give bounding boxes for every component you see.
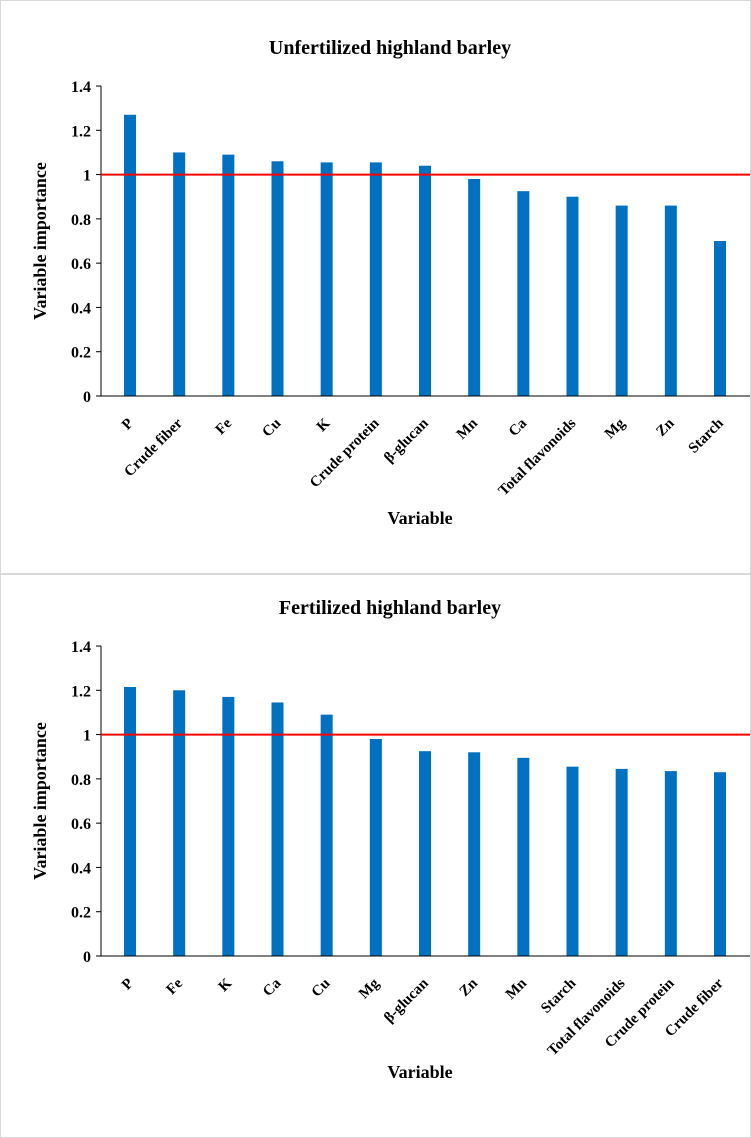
bar [369,739,382,956]
y-tick-label: 1 [83,168,91,185]
bar [664,771,677,956]
x-axis-label: Variable [387,1062,452,1082]
x-tick-label: Starch [538,975,580,1017]
bar [124,686,136,956]
bar [419,165,431,396]
bar [369,162,382,396]
y-tick-label: 1.2 [71,683,91,700]
bar [615,768,628,956]
x-tick-label: Mn [454,415,482,443]
chart-panel-fertilized: Fertilized highland barley Variable impor… [0,574,751,1138]
x-axis-label: Variable [387,508,452,528]
bar [714,241,726,396]
bar [173,152,186,396]
x-tick-label: P [119,976,137,994]
y-tick-label: 0.2 [71,345,91,362]
x-tick-label: P [119,416,137,434]
y-tick-label: 1.4 [71,639,91,656]
y-tick-label: 0.4 [71,300,91,317]
x-tick-label: K [314,415,334,435]
y-tick-label: 0 [83,949,91,966]
bar [517,757,530,956]
bar [271,161,284,396]
x-tick-label: Zn [653,415,678,440]
x-tick-label: Fe [163,975,186,998]
bar [566,196,579,396]
chart-title: Fertilized highland barley [279,597,501,619]
x-tick-label: Mg [602,415,629,442]
y-axis-label: Variable importance [30,162,50,320]
y-tick-label: 1.2 [71,123,91,140]
bar [419,751,431,956]
bar [271,702,284,956]
bar [320,714,333,956]
y-tick-label: 0 [83,389,91,406]
x-tick-label: Fe [213,415,236,438]
bar [320,162,333,396]
y-tick-label: 0.6 [71,256,91,273]
x-tick-label: Cu [259,416,284,441]
x-tick-label: Mn [503,975,531,1003]
y-tick-label: 0.8 [71,772,91,789]
y-axis-label: Variable importance [30,722,50,880]
x-tick-label: Cu [309,976,334,1001]
chart-panel-unfertilized: Unfertilized highland barley Variable imp… [0,0,751,574]
bar [566,766,579,956]
bar [173,690,186,956]
x-tick-label: Ca [506,415,531,440]
x-tick-label: Starch [686,415,728,457]
x-tick-label: β-glucan [381,415,432,466]
bar [468,752,481,956]
bar [222,696,235,956]
y-tick-label: 0.8 [71,212,91,229]
bar [714,772,726,956]
bar [664,205,677,396]
y-tick-label: 0.4 [71,860,91,877]
bar [468,179,481,396]
x-tick-label: K [216,975,236,995]
x-tick-label: Zn [457,975,482,1000]
bar [615,205,628,396]
bar [517,191,530,396]
chart-title: Unfertilized highland barley [269,37,511,59]
y-tick-label: 1 [83,728,91,745]
bar [222,154,235,396]
chart-fertilized: Fertilized highland barley Variable impor… [30,597,750,1082]
y-tick-label: 1.4 [71,79,91,96]
y-tick-label: 0.6 [71,816,91,833]
x-tick-label: β-glucan [381,975,432,1026]
bar [124,114,136,397]
x-tick-label: Mg [356,975,383,1002]
x-tick-label: Ca [260,975,285,1000]
chart-unfertilized: Unfertilized highland barley Variable imp… [30,37,750,528]
y-tick-label: 0.2 [71,905,91,922]
